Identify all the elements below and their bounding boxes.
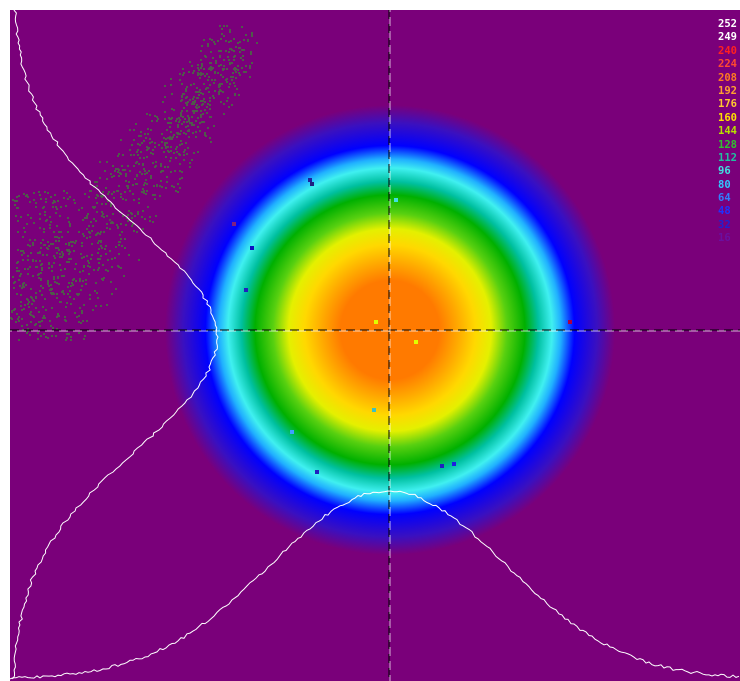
hot-pixels (232, 178, 572, 474)
colorbar-level-144: 144 (718, 125, 737, 138)
colorbar-level-160: 160 (718, 111, 737, 124)
horizontal-profile-curve (10, 490, 740, 680)
colorbar-level-176: 176 (718, 98, 737, 111)
colorbar-legend: 252 249 240 224 208 192 176 160 144 128 112 96 80 64 4… (718, 18, 740, 246)
colorbar-level-16: 16 (718, 232, 731, 245)
colorbar-level-252: 252 (718, 18, 737, 30)
colorbar-level-112: 112 (718, 151, 737, 164)
colorbar-level-64: 64 (718, 192, 731, 205)
colorbar-level-249: 249 (718, 31, 737, 44)
colorbar-level-32: 32 (718, 218, 731, 231)
colorbar-level-240: 240 (718, 44, 737, 57)
colorbar-level-224: 224 (718, 58, 737, 71)
vertical-profile-curve (12, 10, 219, 680)
colorbar-level-128: 128 (718, 138, 737, 151)
colorbar-level-48: 48 (718, 205, 731, 218)
colorbar-level-96: 96 (718, 165, 731, 178)
noise-cluster (10, 25, 258, 341)
colorbar-level-80: 80 (718, 178, 731, 191)
beam-image (10, 10, 740, 681)
colorbar-level-192: 192 (718, 84, 737, 97)
beam-profile-view[interactable]: 252 249 240 224 208 192 176 160 144 128 112 96 80 64 4… (10, 10, 740, 681)
colorbar-level-208: 208 (718, 71, 737, 84)
